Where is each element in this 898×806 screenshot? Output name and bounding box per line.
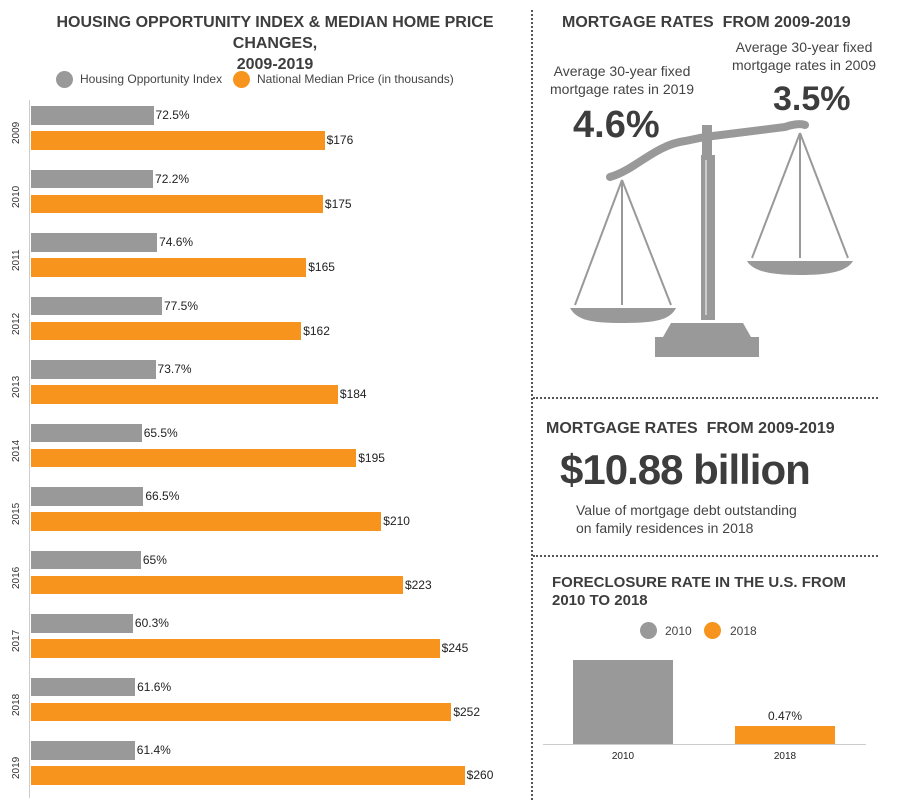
hoi-label-2016: 65% bbox=[142, 552, 167, 567]
scale-left-value: 4.6% bbox=[573, 104, 660, 146]
legend-orange-dot bbox=[233, 71, 250, 88]
legend-price-label: National Median Price (in thousands) bbox=[257, 72, 454, 86]
foreclosure-title-line1: FORECLOSURE RATE IN THE U.S. FROM bbox=[552, 574, 846, 591]
scale-right-caption-line1: Average 30-year fixed bbox=[735, 39, 873, 55]
price-bar-2015 bbox=[31, 512, 382, 531]
price-label-2018: $252 bbox=[453, 704, 481, 719]
year-label-2013: 2013 bbox=[11, 375, 22, 398]
legend-hoi-label: Housing Opportunity Index bbox=[80, 72, 223, 86]
debt-value: $10.88 billion bbox=[560, 446, 811, 493]
hoi-bar-2012 bbox=[31, 296, 162, 315]
hoi-bar-2013 bbox=[31, 360, 156, 379]
hoi-label-2015: 66.5% bbox=[145, 489, 180, 503]
vertical-divider bbox=[531, 10, 533, 800]
scale-right-value: 3.5% bbox=[773, 80, 851, 118]
divider-1 bbox=[533, 397, 878, 399]
hoi-label-2011: 74.6% bbox=[159, 235, 194, 249]
price-label-2017: $245 bbox=[441, 641, 469, 655]
price-label-2009: $176 bbox=[326, 133, 354, 147]
year-label-2012: 2012 bbox=[11, 312, 22, 335]
hoi-label-2010: 72.2% bbox=[155, 171, 190, 186]
hoi-label-2018: 61.6% bbox=[137, 679, 172, 694]
foreclosure-legend-2010-label: 2010 bbox=[665, 624, 692, 638]
price-bar-2012 bbox=[31, 321, 302, 340]
divider-2 bbox=[533, 555, 878, 557]
price-bar-2011 bbox=[31, 258, 307, 277]
foreclosure-legend-2010-dot bbox=[640, 622, 657, 639]
hoi-bar-2017 bbox=[31, 614, 133, 633]
scale-left-caption: Average 30-year fixed mortgage rates in … bbox=[546, 62, 698, 98]
price-bar-2017 bbox=[31, 639, 440, 658]
year-label-2009: 2009 bbox=[11, 121, 22, 144]
housing-chart-title-line1: HOUSING OPPORTUNITY INDEX & MEDIAN HOME … bbox=[56, 14, 494, 52]
debt-caption: Value of mortgage debt outstanding on fa… bbox=[576, 501, 797, 537]
foreclosure-tick-2010: 2010 bbox=[611, 751, 635, 762]
scale-left-caption-line1: Average 30-year fixed bbox=[553, 63, 691, 79]
foreclosure-legend-2018-label: 2018 bbox=[730, 624, 757, 638]
scale-left-caption-line2: mortgage rates in 2019 bbox=[550, 81, 694, 97]
year-label-2010: 2010 bbox=[11, 185, 22, 208]
hoi-label-2019: 61.4% bbox=[136, 743, 171, 757]
debt-caption-line1: Value of mortgage debt outstanding bbox=[576, 502, 797, 518]
hoi-label-2012: 77.5% bbox=[163, 298, 198, 313]
scale-section-title: MORTGAGE RATES FROM 2009-2019 bbox=[562, 14, 851, 31]
year-label-2017: 2017 bbox=[11, 629, 22, 652]
year-label-2019: 2019 bbox=[11, 756, 22, 779]
price-bar-2009 bbox=[31, 131, 325, 150]
hoi-bar-2009 bbox=[31, 106, 154, 125]
price-label-2019: $260 bbox=[466, 768, 494, 782]
price-bar-2018 bbox=[31, 702, 452, 721]
price-label-2013: $184 bbox=[339, 387, 367, 401]
hoi-bar-2010 bbox=[31, 169, 154, 188]
scale-right-caption: Average 30-year fixed mortgage rates in … bbox=[728, 38, 880, 74]
foreclosure-axis bbox=[543, 744, 866, 745]
hoi-label-2014: 65.5% bbox=[143, 425, 178, 440]
debt-caption-line2: on family residences in 2018 bbox=[576, 520, 754, 536]
housing-chart-title-line2: 2009-2019 bbox=[236, 56, 314, 73]
foreclosure-bar-2010 bbox=[573, 659, 673, 744]
balance-scale-icon bbox=[570, 120, 853, 357]
foreclosure-value-label-2018: 0.47% bbox=[767, 709, 803, 724]
foreclosure-title-line2: 2010 TO 2018 bbox=[552, 592, 648, 609]
price-label-2012: $162 bbox=[303, 323, 330, 338]
foreclosure-title: FORECLOSURE RATE IN THE U.S. FROM 2010 T… bbox=[552, 574, 846, 610]
debt-section-title: MORTGAGE RATES FROM 2009-2019 bbox=[546, 420, 835, 437]
price-label-2015: $210 bbox=[383, 514, 410, 528]
hoi-bar-2015 bbox=[31, 487, 144, 506]
price-label-2016: $223 bbox=[404, 577, 432, 592]
scale-right-caption-line2: mortgage rates in 2009 bbox=[732, 57, 876, 73]
hoi-bar-2014 bbox=[31, 423, 142, 442]
hoi-bar-2016 bbox=[31, 550, 141, 569]
hoi-bar-2011 bbox=[31, 233, 158, 252]
price-bar-2010 bbox=[31, 194, 323, 213]
housing-chart-title: HOUSING OPPORTUNITY INDEX & MEDIAN HOME … bbox=[30, 12, 520, 75]
hoi-label-2017: 60.3% bbox=[134, 616, 169, 630]
hoi-label-2013: 73.7% bbox=[157, 362, 192, 376]
hoi-bar-2018 bbox=[31, 677, 136, 696]
hoi-label-2009: 72.5% bbox=[155, 108, 190, 122]
price-bar-2016 bbox=[31, 575, 403, 594]
year-label-2015: 2015 bbox=[11, 502, 22, 525]
price-bar-2014 bbox=[31, 448, 357, 467]
price-label-2011: $165 bbox=[308, 260, 335, 274]
foreclosure-bar-2018 bbox=[735, 726, 835, 744]
year-label-2016: 2016 bbox=[11, 566, 22, 589]
year-label-2011: 2011 bbox=[11, 249, 22, 271]
price-label-2010: $175 bbox=[324, 196, 352, 211]
hoi-bar-2019 bbox=[31, 741, 135, 760]
price-label-2014: $195 bbox=[358, 450, 385, 465]
foreclosure-tick-2018: 2018 bbox=[773, 751, 797, 762]
price-bar-2013 bbox=[31, 385, 338, 404]
year-label-2018: 2018 bbox=[11, 693, 22, 716]
foreclosure-legend-2018-dot bbox=[704, 622, 721, 639]
legend-gray-dot bbox=[56, 71, 73, 88]
housing-axis-line bbox=[29, 100, 30, 798]
year-label-2014: 2014 bbox=[11, 439, 22, 462]
price-bar-2019 bbox=[31, 766, 465, 785]
